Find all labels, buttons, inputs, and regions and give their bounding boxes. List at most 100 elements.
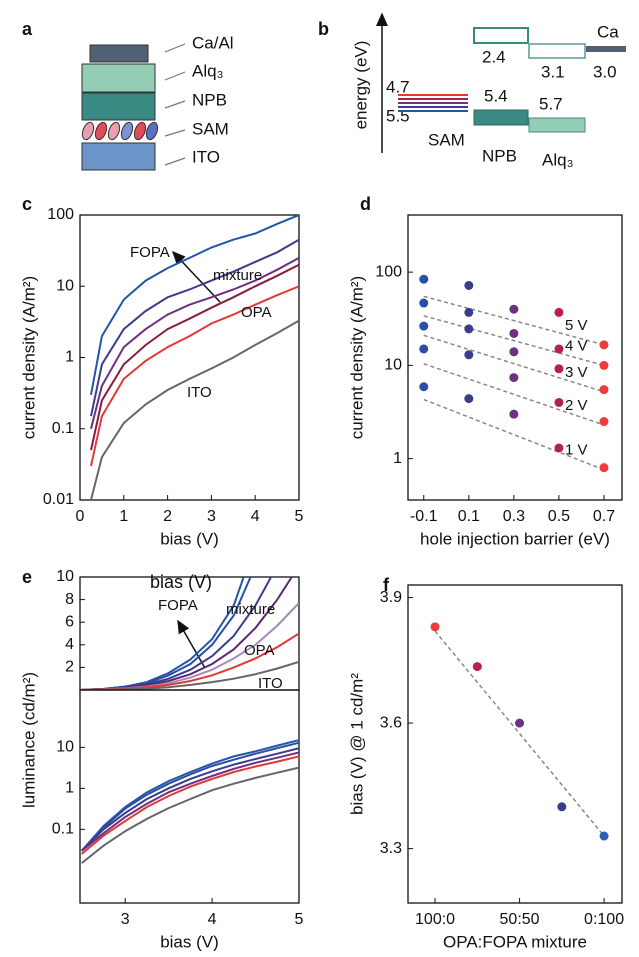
series-line bbox=[81, 755, 299, 855]
data-point bbox=[599, 417, 609, 427]
series-label: FOPA bbox=[158, 597, 198, 614]
series-line bbox=[80, 741, 299, 852]
data-point bbox=[464, 307, 474, 317]
data-point bbox=[599, 831, 609, 841]
panel-label: b bbox=[318, 19, 329, 39]
level-label: 3.1 bbox=[541, 62, 565, 81]
x-tick-label: 2 bbox=[163, 508, 172, 525]
plot-frame bbox=[407, 584, 623, 904]
layer bbox=[81, 142, 156, 171]
series-label: 4 V bbox=[565, 337, 588, 354]
panel-label: f bbox=[383, 575, 390, 595]
panel-a: a Ca/Al Alq₃ NPB SAM ITO bbox=[22, 19, 234, 171]
y-axis-label: bias (V) @ 1 cd/m² bbox=[347, 673, 366, 815]
fit-line bbox=[423, 295, 605, 346]
layer-label: Ca/Al bbox=[192, 33, 234, 52]
series-line bbox=[90, 238, 299, 417]
series-label: FOPA bbox=[130, 244, 170, 261]
series-label: 1 V bbox=[565, 442, 588, 459]
layer-label: NPB bbox=[192, 90, 227, 109]
series-line bbox=[81, 577, 245, 690]
data-point bbox=[554, 307, 564, 317]
y-tick-label: 100 bbox=[47, 206, 74, 223]
panel-b: b energy (eV) 4.7 5.5 2.4 5.4 3.1 5.7 3.… bbox=[318, 12, 626, 169]
annotation-arrow bbox=[171, 250, 221, 303]
series-line bbox=[80, 747, 299, 852]
data-point bbox=[599, 385, 609, 395]
y-tick-label: 10 bbox=[56, 739, 74, 756]
x-axis-label: OPA:FOPA mixture bbox=[443, 932, 587, 951]
x-axis-label: bias (V) bbox=[160, 932, 219, 951]
panel-label: e bbox=[22, 567, 32, 587]
x-tick-label: 0.5 bbox=[548, 508, 570, 525]
series-line bbox=[81, 766, 299, 864]
y-tick-label: 10 bbox=[56, 568, 74, 585]
data-point bbox=[557, 802, 567, 812]
fit-line bbox=[423, 334, 605, 393]
y-tick-label: 0.1 bbox=[52, 420, 74, 437]
x-tick-label: 50:50 bbox=[500, 911, 540, 928]
layer-label: SAM bbox=[192, 119, 229, 138]
x-tick-label: 0.7 bbox=[593, 508, 615, 525]
y-tick-label: 4 bbox=[65, 636, 74, 653]
x-tick-label: 5 bbox=[295, 508, 304, 525]
panel-label: c bbox=[22, 194, 32, 214]
layer bbox=[81, 92, 156, 121]
y-tick-label: 10 bbox=[384, 357, 402, 374]
series-label: 5 V bbox=[565, 317, 588, 334]
level-label: 5.5 bbox=[386, 106, 410, 125]
panel-label: d bbox=[360, 194, 371, 214]
data-point bbox=[464, 280, 474, 290]
data-point bbox=[419, 382, 429, 392]
data-point bbox=[509, 328, 519, 338]
layer bbox=[81, 63, 156, 93]
layer-label: ITO bbox=[192, 147, 220, 166]
y-tick-label: 1 bbox=[65, 349, 74, 366]
y-axis-label: current density (A/m²) bbox=[347, 276, 366, 439]
leaders bbox=[164, 43, 186, 166]
series-label: mixture bbox=[226, 601, 275, 618]
level-label: 5.7 bbox=[539, 94, 563, 113]
y-axis-label: luminance (cd/m²) bbox=[19, 672, 38, 808]
y-tick-label: 6 bbox=[65, 613, 74, 630]
y-tick-label: 100 bbox=[375, 263, 402, 280]
x-tick-label: 1 bbox=[119, 508, 128, 525]
sam-levels bbox=[398, 94, 468, 112]
annotation-arrow bbox=[177, 619, 206, 669]
fit-line bbox=[423, 363, 605, 426]
x-tick-label: 100:0 bbox=[415, 911, 455, 928]
x-tick-label: 0.1 bbox=[458, 508, 480, 525]
material-label: Alq₃ bbox=[542, 150, 574, 169]
x-tick-label: 5 bbox=[295, 911, 304, 928]
y-tick-label: 10 bbox=[56, 277, 74, 294]
data-point bbox=[554, 344, 564, 354]
legend-title: bias (V) bbox=[150, 572, 212, 592]
plot-frame bbox=[407, 214, 623, 501]
data-point bbox=[599, 360, 609, 370]
data-point bbox=[509, 409, 519, 419]
series-line bbox=[90, 257, 299, 430]
data-point bbox=[464, 324, 474, 334]
level-label: 5.4 bbox=[484, 86, 508, 105]
layer bbox=[89, 44, 149, 63]
fit-line bbox=[423, 398, 605, 471]
y-tick-label: 1 bbox=[65, 780, 74, 797]
data-point bbox=[419, 274, 429, 284]
series-line bbox=[90, 215, 299, 395]
material-label: SAM bbox=[428, 130, 465, 149]
fit-line bbox=[423, 315, 605, 367]
data-point bbox=[464, 350, 474, 360]
data-point bbox=[509, 347, 519, 357]
series-label: mixture bbox=[213, 267, 262, 284]
data-point bbox=[464, 394, 474, 404]
x-tick-label: 3 bbox=[121, 911, 130, 928]
x-tick-label: 4 bbox=[251, 508, 260, 525]
y-axis-label: current density (A/m²) bbox=[19, 276, 38, 439]
data-point bbox=[599, 340, 609, 350]
series-label: ITO bbox=[187, 384, 212, 401]
data-point bbox=[419, 344, 429, 354]
data-point bbox=[419, 298, 429, 308]
axis-label: energy (eV) bbox=[351, 41, 370, 130]
fit-line bbox=[434, 630, 605, 837]
sam-molecules bbox=[81, 121, 159, 141]
